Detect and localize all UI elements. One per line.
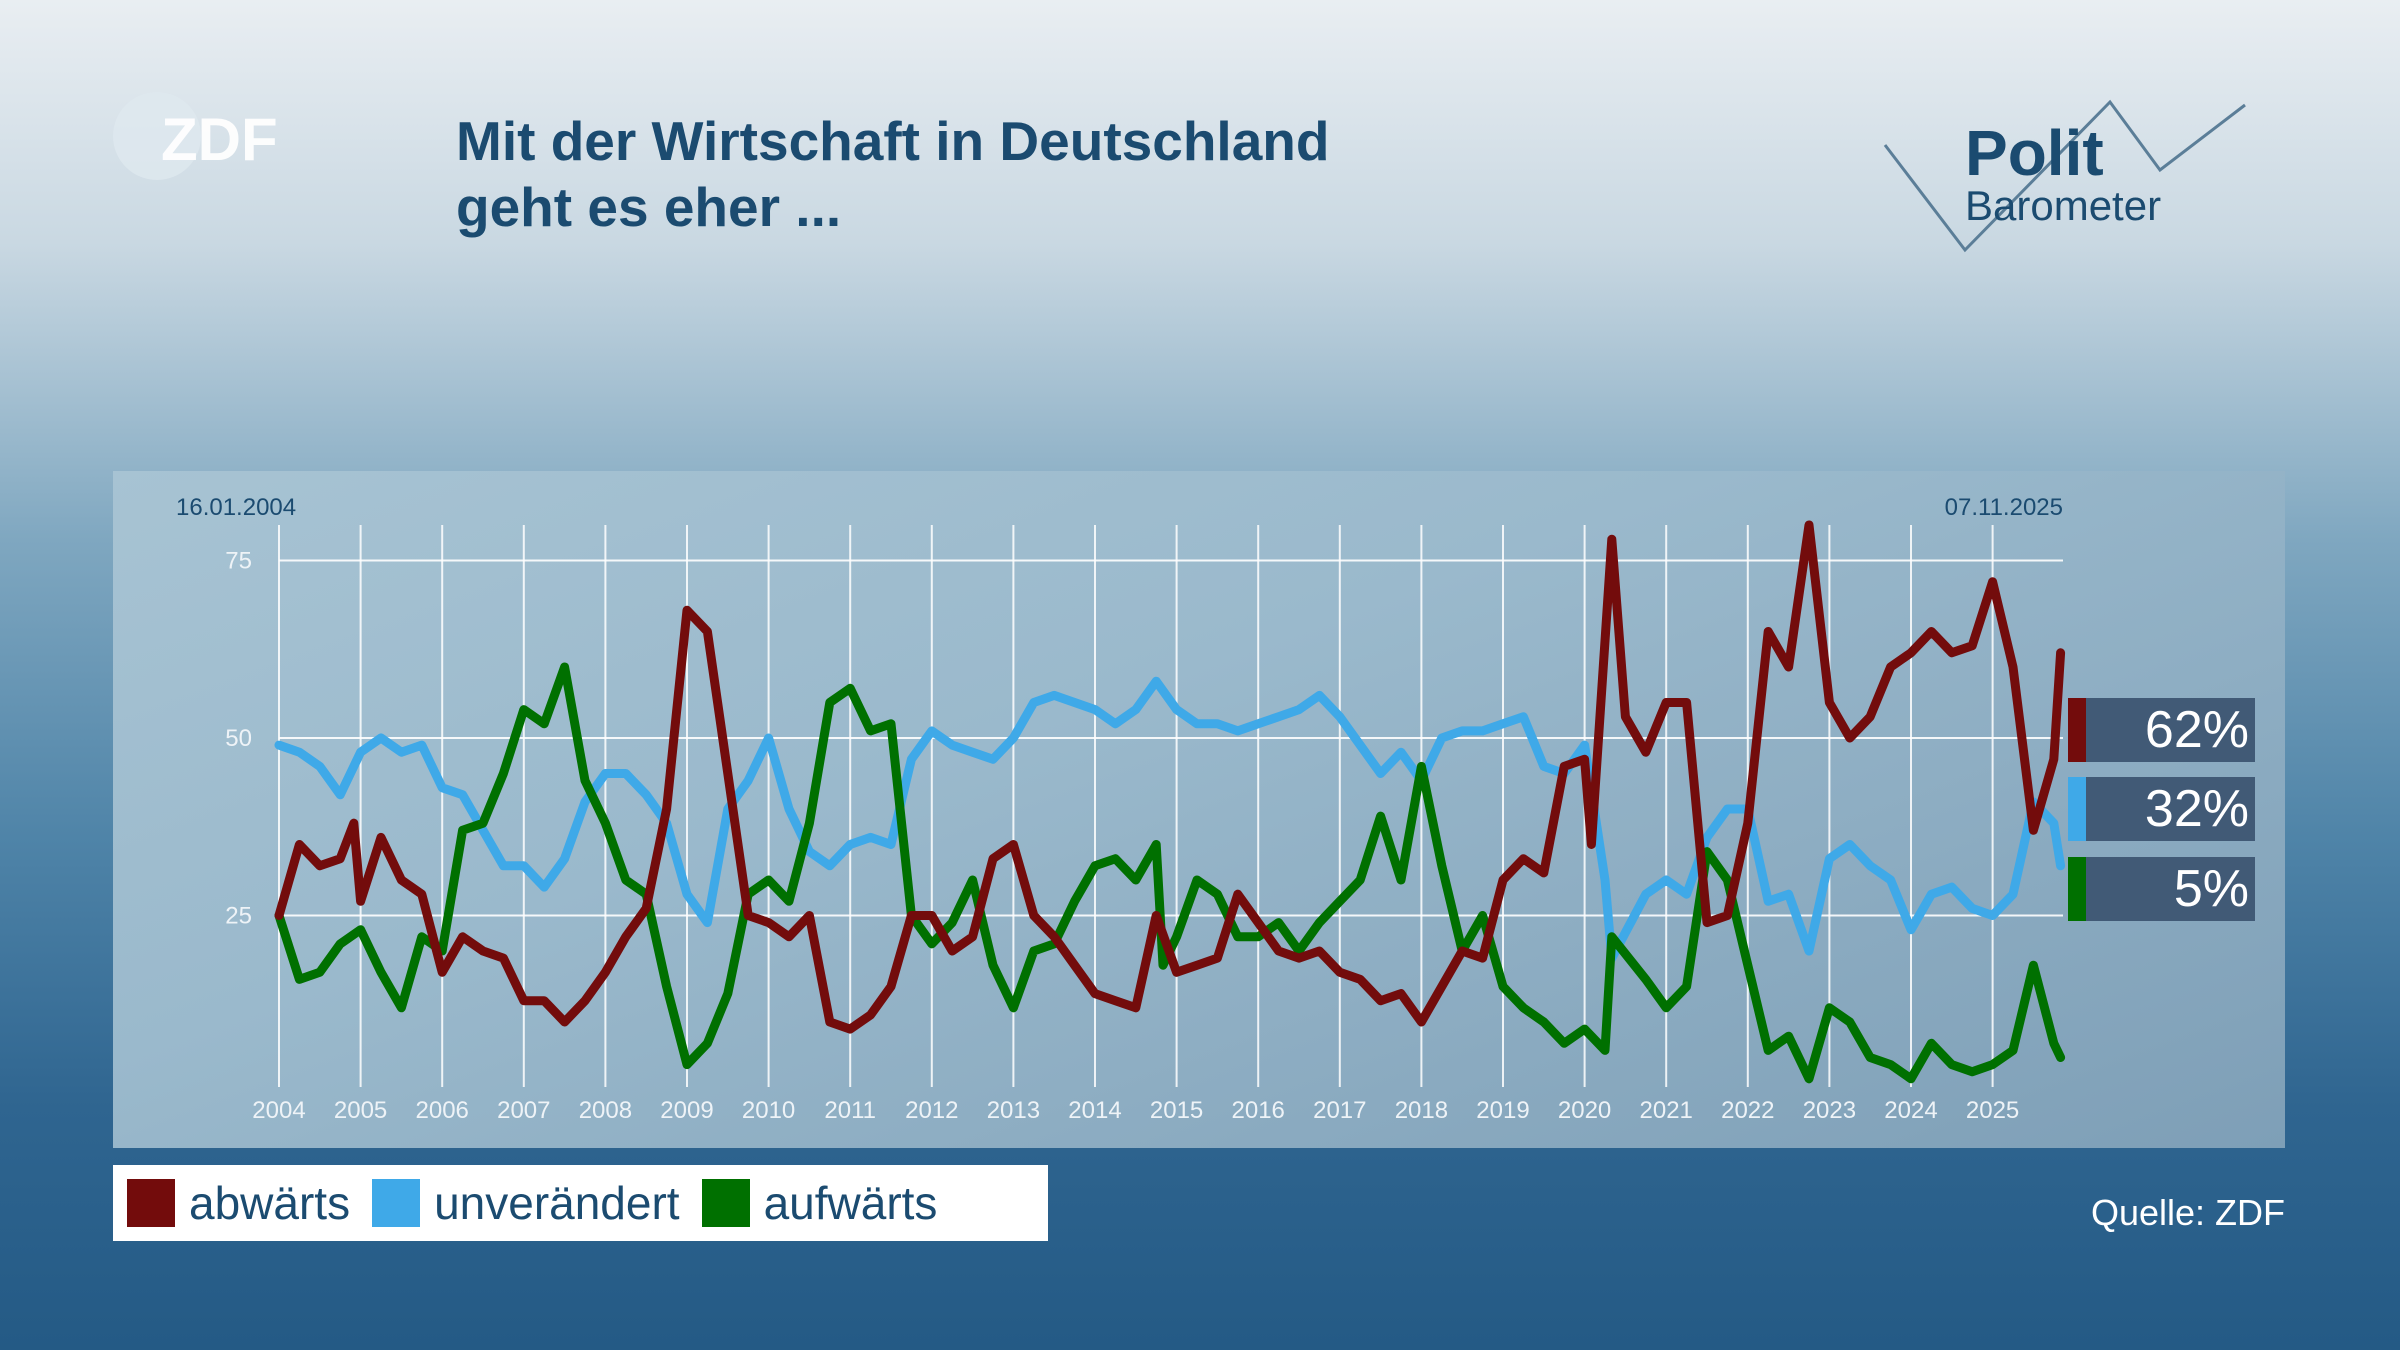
end-date-label: 07.11.2025	[1945, 494, 2063, 521]
end-label-swatch	[2068, 857, 2086, 921]
legend-swatch	[701, 1179, 750, 1227]
svg-text:Polit: Polit	[1965, 117, 2104, 189]
svg-text:Barometer: Barometer	[1965, 182, 2161, 229]
x-tick-label: 2013	[987, 1097, 1040, 1124]
x-tick-label: 2011	[824, 1097, 876, 1124]
series-line-unveraendert	[274, 676, 2066, 963]
title-line-2: geht es eher ...	[456, 176, 842, 238]
x-tick-label: 2014	[1068, 1097, 1121, 1124]
svg-text:ZDF: ZDF	[161, 106, 278, 173]
x-tick-label: 2012	[905, 1097, 958, 1124]
legend-item-unveraendert: unverändert	[372, 1176, 680, 1230]
x-tick-label: 2025	[1966, 1097, 2019, 1124]
x-tick-label: 2021	[1640, 1097, 1693, 1124]
x-tick-label: 2019	[1476, 1097, 1529, 1124]
chart-title: Mit der Wirtschaft in Deutschland geht e…	[456, 108, 1329, 240]
x-tick-label: 2010	[742, 1097, 795, 1124]
legend-item-aufwaerts: aufwärts	[701, 1176, 938, 1230]
series-line-abwaerts	[274, 520, 2066, 1034]
y-tick-label: 75	[225, 548, 252, 575]
legend-label: abwärts	[189, 1177, 351, 1229]
legend-label: unverändert	[434, 1177, 680, 1229]
title-line-1: Mit der Wirtschaft in Deutschland	[456, 110, 1330, 172]
end-label-aufwaerts: 5%	[2068, 857, 2255, 921]
x-tick-label: 2005	[334, 1097, 387, 1124]
end-label-swatch	[2068, 698, 2086, 762]
x-tick-label: 2023	[1803, 1097, 1856, 1124]
x-tick-label: 2006	[416, 1097, 469, 1124]
y-tick-label: 25	[225, 903, 252, 930]
x-tick-label: 2016	[1232, 1097, 1285, 1124]
x-tick-label: 2015	[1150, 1097, 1203, 1124]
x-tick-label: 2020	[1558, 1097, 1611, 1124]
start-date-label: 16.01.2004	[176, 494, 296, 521]
x-tick-label: 2007	[497, 1097, 550, 1124]
zdf-logo: ZDF	[113, 92, 278, 180]
x-tick-label: 2009	[660, 1097, 713, 1124]
x-tick-label: 2022	[1721, 1097, 1774, 1124]
end-label-value: 62%	[2144, 701, 2249, 759]
legend-label: aufwärts	[763, 1177, 938, 1229]
end-label-unveraendert: 32%	[2068, 777, 2255, 841]
series-line-aufwaerts	[274, 662, 2066, 1084]
politbarometer-logo: Polit Barometer	[1883, 99, 2246, 253]
y-tick-label: 50	[225, 725, 252, 752]
legend-swatch	[127, 1179, 175, 1227]
x-tick-label: 2024	[1884, 1097, 1937, 1124]
end-label-abwaerts: 62%	[2068, 698, 2255, 762]
x-tick-label: 2018	[1395, 1097, 1448, 1124]
x-tick-label: 2004	[252, 1097, 305, 1124]
end-label-value: 5%	[2173, 860, 2249, 918]
x-tick-label: 2017	[1313, 1097, 1366, 1124]
end-label-value: 32%	[2144, 780, 2249, 838]
end-label-swatch	[2068, 777, 2086, 841]
legend-item-abwaerts: abwärts	[127, 1176, 350, 1230]
x-tick-label: 2008	[579, 1097, 632, 1124]
source-note: Quelle: ZDF	[2090, 1192, 2285, 1233]
legend-swatch	[372, 1179, 421, 1227]
legend: abwärts unverändert aufwärts	[113, 1165, 1048, 1241]
